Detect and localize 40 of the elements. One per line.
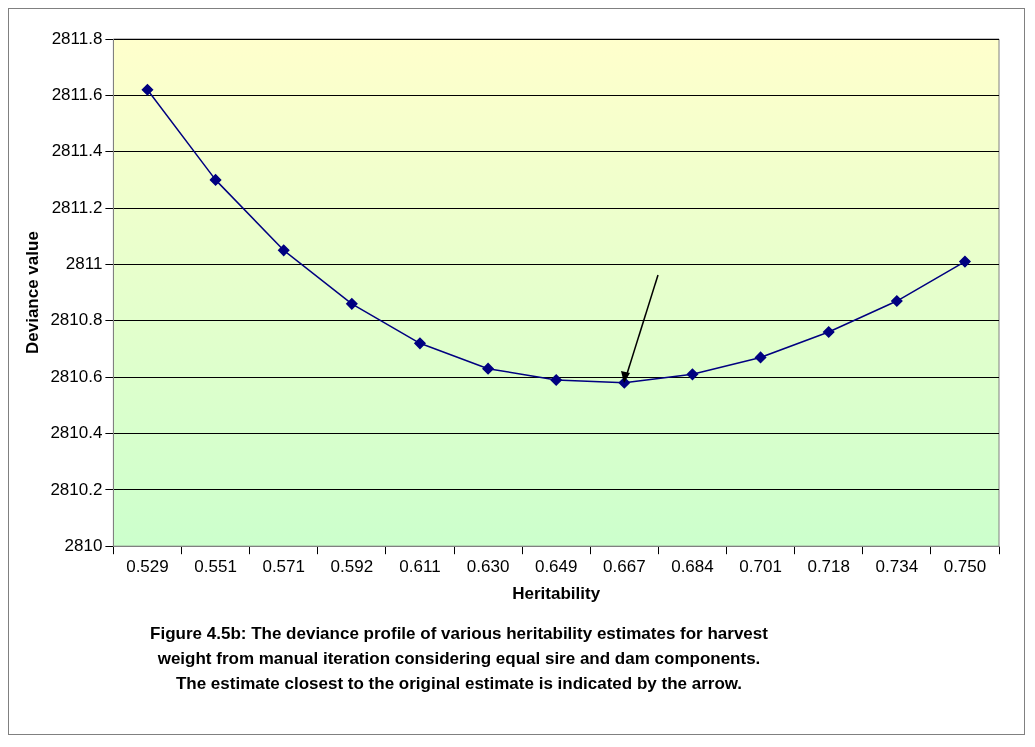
point <box>346 298 358 310</box>
point <box>891 295 903 307</box>
y-tick-label: 2810.4 <box>50 423 103 443</box>
y-tick-label: 2810.8 <box>50 310 103 330</box>
x-tick-label: 0.592 <box>330 557 374 577</box>
caption: Figure 4.5b: The deviance profile of various heritability estimates for harvest <box>149 623 769 645</box>
x-tick-label: 0.667 <box>603 557 646 577</box>
y-tick-label: 2811.4 <box>51 141 103 161</box>
y-tick-label: 2810.2 <box>50 479 103 499</box>
point <box>959 255 971 268</box>
x-tick-label: 0.734 <box>875 557 919 577</box>
point <box>277 244 290 257</box>
x-tick-label: 0.750 <box>943 557 987 577</box>
x-axis-title: Heritability <box>512 584 601 604</box>
point <box>822 326 835 338</box>
point <box>550 374 562 386</box>
x-tick-label: 0.630 <box>466 557 510 577</box>
text: weight from manual iteration considering equal sire and dam components. <box>156 648 762 670</box>
point <box>482 362 494 375</box>
x-tick-label: 0.551 <box>194 557 237 577</box>
x-tick-label: 0.611 <box>399 557 441 577</box>
x-tick-label: 0.701 <box>739 557 782 577</box>
point <box>141 83 154 96</box>
point <box>209 174 222 186</box>
point <box>754 351 767 364</box>
x-tick-label: 0.684 <box>671 557 714 577</box>
y-tick-label: 2811.6 <box>51 85 103 105</box>
y-tick-label: 2811.2 <box>51 197 103 217</box>
y-tick-label: 2811 <box>65 254 103 274</box>
y-tick-label: 2810 <box>64 535 103 555</box>
x-tick-label: 0.718 <box>807 557 850 577</box>
y-tick-label: 2810.6 <box>50 366 103 386</box>
point <box>414 337 426 350</box>
point <box>686 368 699 381</box>
x-tick-label: 0.529 <box>126 557 169 577</box>
y-tick-label: 2811.8 <box>51 28 103 48</box>
text: The estimate closest to the original estimate is indicated by the arrow. <box>174 673 744 695</box>
y-axis-title: Deviance value <box>22 231 42 355</box>
x-tick-label: 0.649 <box>534 557 578 577</box>
x-tick-label: 0.571 <box>262 557 305 577</box>
